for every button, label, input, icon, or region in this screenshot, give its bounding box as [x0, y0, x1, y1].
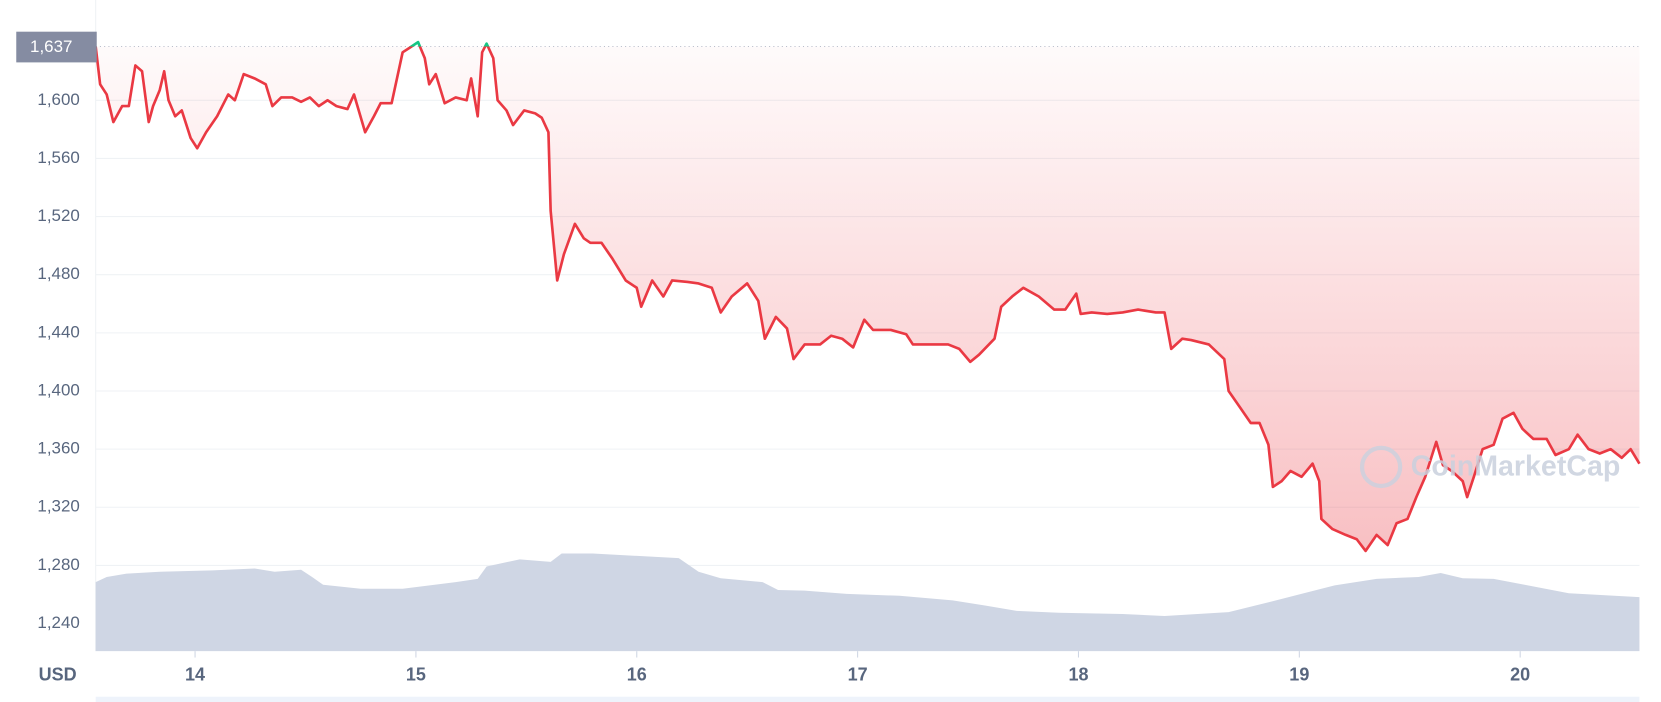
x-tick-label: 15 — [406, 664, 426, 684]
y-tick-label: 1,520 — [37, 206, 79, 225]
x-tick-label: 14 — [185, 664, 205, 684]
watermark: CoinMarketCap — [1411, 451, 1621, 483]
x-tick-label: 18 — [1068, 664, 1088, 684]
reference-label: 1,637 — [30, 37, 72, 56]
x-tick-label: 16 — [627, 664, 647, 684]
price-area — [95, 46, 1640, 551]
x-tick-label: 17 — [848, 664, 868, 684]
navigator-strip — [95, 696, 1640, 702]
y-tick-label: 1,440 — [37, 322, 79, 341]
x-tick-label: 20 — [1510, 664, 1530, 684]
y-tick-label: 1,360 — [37, 439, 79, 458]
y-tick-label: 1,600 — [37, 90, 79, 109]
y-unit-label: USD — [39, 664, 77, 684]
y-tick-label: 1,280 — [37, 555, 79, 574]
y-tick-label: 1,560 — [37, 148, 79, 167]
price-line — [94, 46, 1641, 553]
y-tick-label: 1,320 — [37, 497, 79, 516]
y-tick-label: 1,480 — [37, 264, 79, 283]
x-tick-label: 19 — [1289, 664, 1309, 684]
reference-tag — [16, 31, 97, 63]
y-tick-label: 1,400 — [37, 380, 79, 399]
volume-area — [95, 553, 1640, 652]
watermark-logo — [1359, 445, 1403, 489]
y-tick-label: 1,240 — [37, 613, 79, 632]
